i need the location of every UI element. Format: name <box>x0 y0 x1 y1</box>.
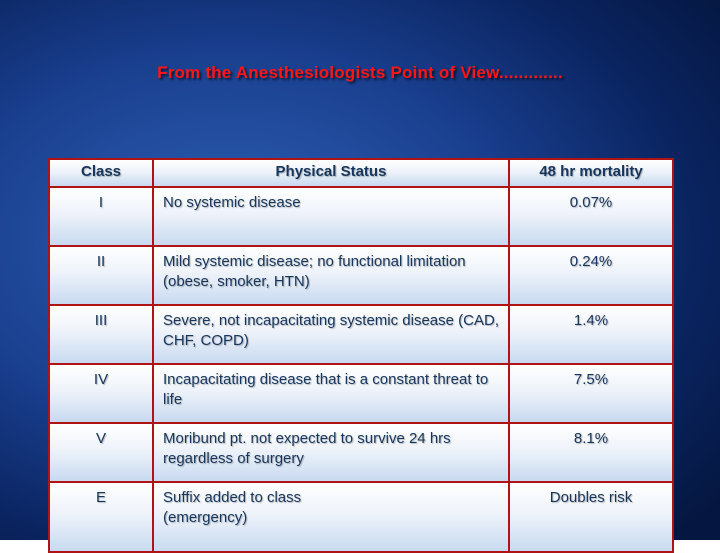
status-cell: Severe, not incapacitating systemic dise… <box>152 304 510 365</box>
status-cell: Incapacitating disease that is a constan… <box>152 363 510 424</box>
class-cell: IV <box>48 363 154 424</box>
mortality-cell: 7.5% <box>508 363 674 424</box>
table-row: III Severe, not incapacitating systemic … <box>48 304 674 365</box>
table-header-row: Class Physical Status 48 hr mortality <box>48 158 674 188</box>
mortality-cell: Doubles risk <box>508 481 674 553</box>
mortality-cell: 0.24% <box>508 245 674 306</box>
header-mortality: 48 hr mortality <box>508 158 674 188</box>
status-cell: Mild systemic disease; no functional lim… <box>152 245 510 306</box>
table-row: V Moribund pt. not expected to survive 2… <box>48 422 674 483</box>
status-cell: Moribund pt. not expected to survive 24 … <box>152 422 510 483</box>
table-row: II Mild systemic disease; no functional … <box>48 245 674 306</box>
class-cell: II <box>48 245 154 306</box>
class-cell: I <box>48 186 154 247</box>
class-cell: V <box>48 422 154 483</box>
mortality-cell: 0.07% <box>508 186 674 247</box>
slide-title: From the Anesthesiologists Point of View… <box>157 63 563 82</box>
mortality-cell: 8.1% <box>508 422 674 483</box>
class-cell: III <box>48 304 154 365</box>
table-row: IV Incapacitating disease that is a cons… <box>48 363 674 424</box>
header-status: Physical Status <box>152 158 510 188</box>
status-cell: No systemic disease <box>152 186 510 247</box>
class-cell: E <box>48 481 154 553</box>
mortality-cell: 1.4% <box>508 304 674 365</box>
table-row: E Suffix added to class (emergency) Doub… <box>48 481 674 553</box>
asa-classification-table: Class Physical Status 48 hr mortality I … <box>48 158 674 553</box>
header-class: Class <box>48 158 154 188</box>
table-row: I No systemic disease 0.07% <box>48 186 674 247</box>
status-cell: Suffix added to class (emergency) <box>152 481 510 553</box>
